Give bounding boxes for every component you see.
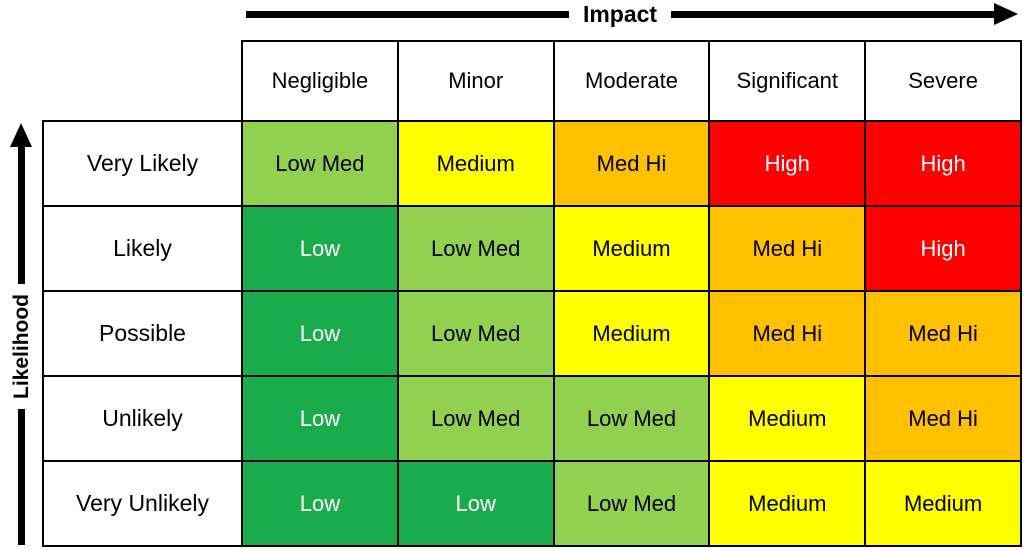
likelihood-axis-line-bottom bbox=[17, 408, 25, 545]
cell-possible-severe: Med Hi bbox=[864, 290, 1022, 377]
cell-very-likely-negligible: Low Med bbox=[241, 120, 399, 207]
cell-very-likely-significant: High bbox=[708, 120, 867, 207]
cell-unlikely-severe: Med Hi bbox=[864, 375, 1022, 462]
impact-axis-arrowhead-icon bbox=[994, 3, 1019, 25]
column-header-minor: Minor bbox=[396, 40, 555, 122]
cell-likely-significant: Med Hi bbox=[708, 205, 867, 292]
cell-very-unlikely-significant: Medium bbox=[708, 460, 867, 547]
cell-very-unlikely-severe: Medium bbox=[864, 460, 1022, 547]
row-header-likely: Likely bbox=[42, 205, 243, 292]
likelihood-axis-line-top bbox=[17, 147, 25, 284]
cell-possible-significant: Med Hi bbox=[708, 290, 867, 377]
row-header-possible: Possible bbox=[42, 290, 243, 377]
likelihood-axis: Likelihood bbox=[7, 123, 35, 545]
cell-very-unlikely-moderate: Low Med bbox=[552, 460, 711, 547]
column-header-moderate: Moderate bbox=[552, 40, 711, 122]
corner-spacer bbox=[43, 41, 242, 121]
cell-possible-minor: Low Med bbox=[396, 290, 555, 377]
cell-unlikely-moderate: Low Med bbox=[552, 375, 711, 462]
cell-possible-moderate: Medium bbox=[552, 290, 711, 377]
cell-likely-minor: Low Med bbox=[396, 205, 555, 292]
likelihood-axis-label: Likelihood bbox=[9, 293, 33, 399]
table-row-very-unlikely: Very Unlikely Low Low Low Med Medium Medium bbox=[42, 460, 1022, 547]
row-header-very-likely: Very Likely bbox=[42, 120, 243, 207]
cell-very-unlikely-negligible: Low bbox=[241, 460, 399, 547]
cell-unlikely-significant: Medium bbox=[708, 375, 867, 462]
table-row-possible: Possible Low Low Med Medium Med Hi Med Hi bbox=[42, 290, 1022, 377]
likelihood-axis-arrowhead-icon bbox=[10, 123, 32, 147]
cell-very-likely-minor: Medium bbox=[396, 120, 555, 207]
cell-likely-moderate: Medium bbox=[552, 205, 711, 292]
impact-axis-line-right bbox=[671, 10, 995, 18]
impact-axis-line-left bbox=[246, 10, 569, 18]
risk-matrix-table: Negligible Minor Moderate Significant Severe… bbox=[42, 40, 1022, 547]
cell-very-unlikely-minor: Low bbox=[396, 460, 555, 547]
table-row-very-likely: Very Likely Low Med Medium Med Hi High High bbox=[42, 120, 1022, 207]
column-header-severe: Severe bbox=[864, 40, 1022, 122]
column-header-significant: Significant bbox=[708, 40, 867, 122]
cell-very-likely-severe: High bbox=[864, 120, 1022, 207]
row-header-very-unlikely: Very Unlikely bbox=[42, 460, 243, 547]
cell-possible-negligible: Low bbox=[241, 290, 399, 377]
table-row-likely: Likely Low Low Med Medium Med Hi High bbox=[42, 205, 1022, 292]
cell-very-likely-moderate: Med Hi bbox=[552, 120, 711, 207]
cell-unlikely-negligible: Low bbox=[241, 375, 399, 462]
row-header-unlikely: Unlikely bbox=[42, 375, 243, 462]
cell-likely-negligible: Low bbox=[241, 205, 399, 292]
impact-axis: Impact bbox=[246, 0, 1019, 27]
impact-axis-label: Impact bbox=[582, 0, 658, 27]
cell-likely-severe: High bbox=[864, 205, 1022, 292]
column-header-negligible: Negligible bbox=[241, 40, 399, 122]
cell-unlikely-minor: Low Med bbox=[396, 375, 555, 462]
table-row-unlikely: Unlikely Low Low Med Low Med Medium Med Hi bbox=[42, 375, 1022, 462]
